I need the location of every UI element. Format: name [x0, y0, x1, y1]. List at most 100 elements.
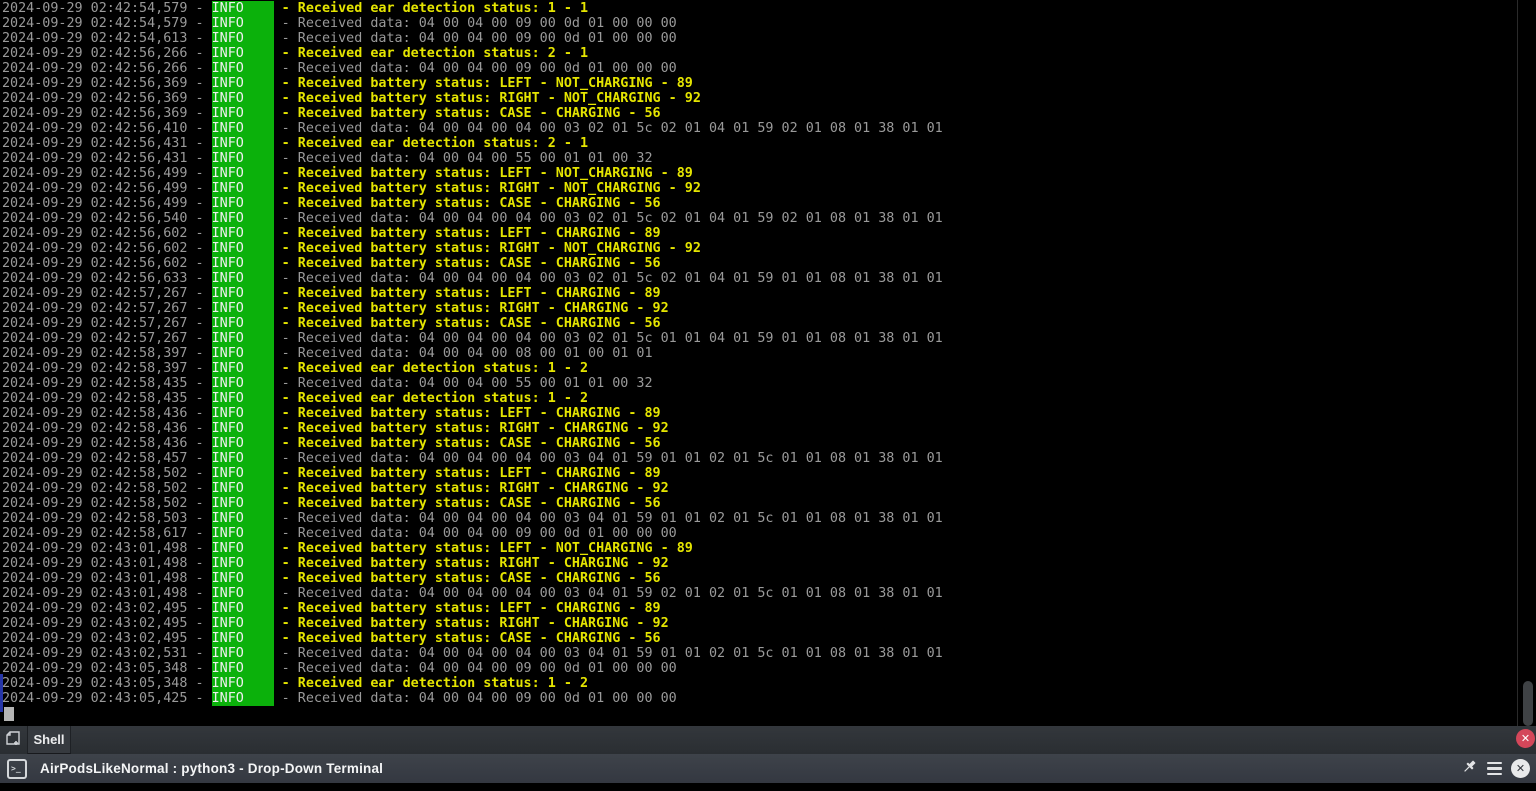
log-message: - Received battery status: RIGHT - NOT_C… [273, 181, 701, 196]
terminal-app-icon: >_ [7, 758, 27, 779]
log-line: 2024-09-29 02:43:02,531 - INFO - Receive… [2, 646, 1536, 661]
log-output: 2024-09-29 02:42:54,579 - INFO - Receive… [2, 1, 1536, 706]
log-timestamp: 2024-09-29 02:42:56,499 - [2, 196, 212, 211]
log-level-badge: INFO [211, 556, 274, 571]
log-timestamp: 2024-09-29 02:42:58,436 - [2, 406, 212, 421]
log-level-badge: INFO [211, 511, 274, 526]
log-level-badge: INFO [211, 61, 274, 76]
log-level-badge: INFO [211, 601, 274, 616]
log-message: - Received ear detection status: 1 - 2 [273, 391, 589, 406]
log-timestamp: 2024-09-29 02:42:57,267 - [2, 316, 212, 331]
log-timestamp: 2024-09-29 02:42:54,579 - [2, 16, 212, 31]
log-line: 2024-09-29 02:42:58,397 - INFO - Receive… [2, 361, 1536, 376]
log-message: - Received data: 04 00 04 00 09 00 0d 01… [273, 691, 677, 706]
log-message: - Received battery status: LEFT - NOT_CH… [273, 166, 693, 181]
log-timestamp: 2024-09-29 02:42:56,602 - [2, 226, 212, 241]
log-timestamp: 2024-09-29 02:42:56,602 - [2, 241, 212, 256]
log-timestamp: 2024-09-29 02:42:58,503 - [2, 511, 212, 526]
log-line: 2024-09-29 02:42:56,410 - INFO - Receive… [2, 121, 1536, 136]
tab-shell-label: Shell [33, 732, 65, 747]
log-level-badge: INFO [211, 421, 274, 436]
log-message: - Received battery status: LEFT - CHARGI… [273, 286, 661, 301]
log-line: 2024-09-29 02:43:01,498 - INFO - Receive… [2, 571, 1536, 586]
log-line: 2024-09-29 02:43:05,425 - INFO - Receive… [2, 691, 1536, 706]
log-level-badge: INFO [211, 496, 274, 511]
log-message: - Received battery status: RIGHT - CHARG… [273, 556, 669, 571]
log-level-badge: INFO [211, 676, 274, 691]
log-message: - Received battery status: RIGHT - NOT_C… [273, 241, 701, 256]
log-line: 2024-09-29 02:42:57,267 - INFO - Receive… [2, 301, 1536, 316]
log-line: 2024-09-29 02:42:56,540 - INFO - Receive… [2, 211, 1536, 226]
log-line: 2024-09-29 02:42:56,602 - INFO - Receive… [2, 256, 1536, 271]
log-line: 2024-09-29 02:42:58,457 - INFO - Receive… [2, 451, 1536, 466]
terminal-viewport[interactable]: 2024-09-29 02:42:54,579 - INFO - Receive… [0, 0, 1536, 726]
hamburger-menu-icon [1487, 761, 1502, 776]
log-message: - Received battery status: RIGHT - NOT_C… [273, 91, 701, 106]
keep-open-pin-button[interactable] [1460, 758, 1478, 779]
log-line: 2024-09-29 02:42:56,499 - INFO - Receive… [2, 166, 1536, 181]
log-timestamp: 2024-09-29 02:43:01,498 - [2, 541, 212, 556]
log-line: 2024-09-29 02:42:58,502 - INFO - Receive… [2, 481, 1536, 496]
log-line: 2024-09-29 02:43:01,498 - INFO - Receive… [2, 556, 1536, 571]
log-line: 2024-09-29 02:42:56,431 - INFO - Receive… [2, 151, 1536, 166]
log-timestamp: 2024-09-29 02:43:01,498 - [2, 571, 212, 586]
log-line: 2024-09-29 02:42:58,436 - INFO - Receive… [2, 406, 1536, 421]
log-timestamp: 2024-09-29 02:43:05,425 - [2, 691, 212, 706]
terminal-cursor [4, 707, 14, 721]
log-level-badge: INFO [211, 166, 274, 181]
log-line: 2024-09-29 02:42:56,266 - INFO - Receive… [2, 46, 1536, 61]
log-message: - Received data: 04 00 04 00 09 00 0d 01… [273, 16, 677, 31]
log-message: - Received data: 04 00 04 00 04 00 03 02… [273, 331, 943, 346]
log-timestamp: 2024-09-29 02:42:57,267 - [2, 301, 212, 316]
log-level-badge: INFO [211, 76, 274, 91]
log-line: 2024-09-29 02:42:54,613 - INFO - Receive… [2, 31, 1536, 46]
log-message: - Received data: 04 00 04 00 04 00 03 04… [273, 586, 943, 601]
close-session-button[interactable]: ✕ [1516, 729, 1535, 748]
log-line: 2024-09-29 02:42:56,431 - INFO - Receive… [2, 136, 1536, 151]
log-level-badge: INFO [211, 661, 274, 676]
log-message: - Received ear detection status: 2 - 1 [273, 136, 589, 151]
log-line: 2024-09-29 02:42:58,502 - INFO - Receive… [2, 496, 1536, 511]
title-bar[interactable]: >_ AirPodsLikeNormal : python3 - Drop-Do… [0, 754, 1536, 783]
menu-button[interactable] [1487, 761, 1502, 776]
log-line: 2024-09-29 02:42:57,267 - INFO - Receive… [2, 331, 1536, 346]
window-title: AirPodsLikeNormal : python3 - Drop-Down … [40, 761, 384, 776]
log-level-badge: INFO [211, 226, 274, 241]
log-timestamp: 2024-09-29 02:42:54,579 - [2, 1, 212, 16]
log-line: 2024-09-29 02:42:56,602 - INFO - Receive… [2, 241, 1536, 256]
log-timestamp: 2024-09-29 02:42:54,613 - [2, 31, 212, 46]
scrollbar-thumb[interactable] [1523, 681, 1533, 726]
log-level-badge: INFO [211, 196, 274, 211]
log-message: - Received ear detection status: 2 - 1 [273, 46, 589, 61]
log-level-badge: INFO [211, 406, 274, 421]
log-line: 2024-09-29 02:43:01,498 - INFO - Receive… [2, 541, 1536, 556]
close-window-button[interactable]: ✕ [1511, 759, 1530, 778]
log-timestamp: 2024-09-29 02:42:58,397 - [2, 361, 212, 376]
log-message: - Received battery status: RIGHT - CHARG… [273, 481, 669, 496]
log-message: - Received data: 04 00 04 00 04 00 03 04… [273, 646, 943, 661]
log-message: - Received data: 04 00 04 00 04 00 03 02… [273, 211, 943, 226]
log-level-badge: INFO [211, 106, 274, 121]
tab-shell[interactable]: Shell [27, 726, 71, 754]
log-level-badge: INFO [211, 451, 274, 466]
log-level-badge: INFO [211, 361, 274, 376]
log-level-badge: INFO [211, 256, 274, 271]
log-level-badge: INFO [211, 541, 274, 556]
log-message: - Received ear detection status: 1 - 2 [273, 361, 589, 376]
log-message: - Received battery status: CASE - CHARGI… [273, 496, 661, 511]
log-timestamp: 2024-09-29 02:42:56,369 - [2, 76, 212, 91]
scrollbar[interactable] [1517, 0, 1536, 726]
log-level-badge: INFO [211, 46, 274, 61]
log-line: 2024-09-29 02:42:56,602 - INFO - Receive… [2, 226, 1536, 241]
log-timestamp: 2024-09-29 02:42:58,502 - [2, 466, 212, 481]
log-level-badge: INFO [211, 346, 274, 361]
log-line: 2024-09-29 02:42:57,267 - INFO - Receive… [2, 316, 1536, 331]
log-message: - Received battery status: CASE - CHARGI… [273, 436, 661, 451]
log-level-badge: INFO [211, 316, 274, 331]
log-message: - Received battery status: LEFT - CHARGI… [273, 406, 661, 421]
log-line: 2024-09-29 02:42:57,267 - INFO - Receive… [2, 286, 1536, 301]
new-session-button[interactable] [0, 726, 27, 754]
log-level-badge: INFO [211, 646, 274, 661]
log-level-badge: INFO [211, 181, 274, 196]
